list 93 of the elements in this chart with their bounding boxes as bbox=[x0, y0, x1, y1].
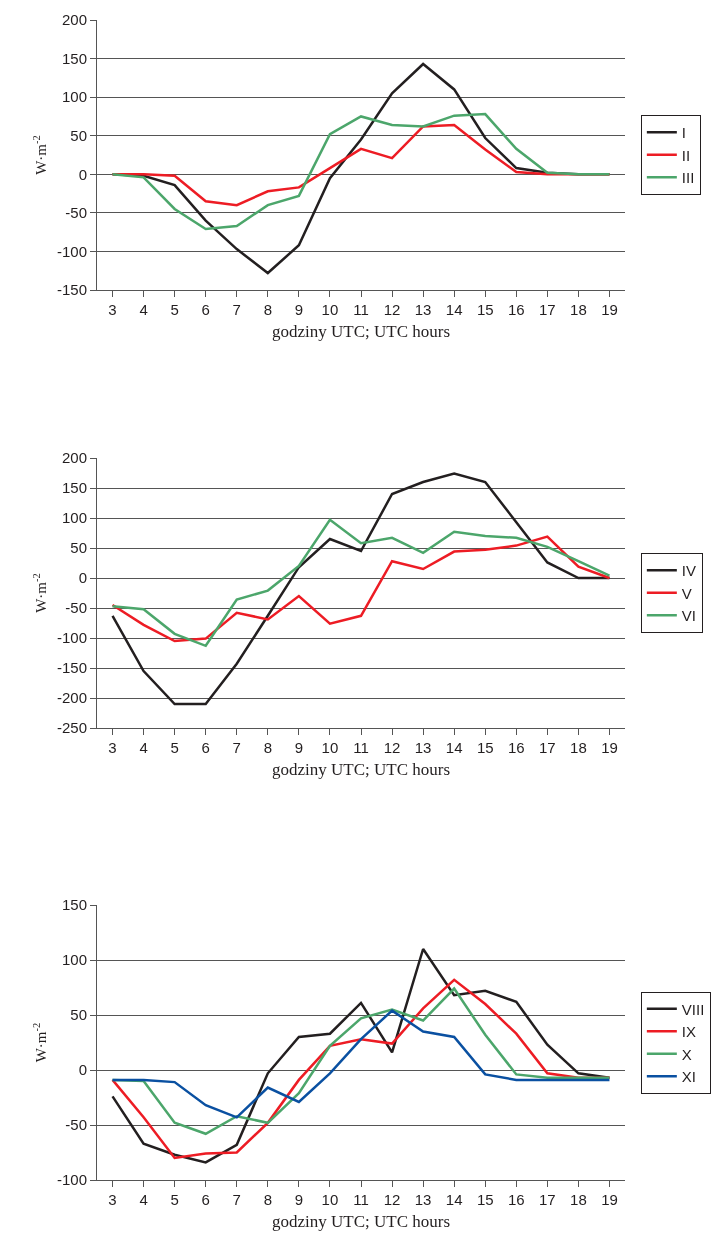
x-tick-label: 18 bbox=[570, 301, 587, 318]
x-tick-label: 5 bbox=[170, 301, 179, 318]
y-tick-label: -150 bbox=[56, 281, 87, 299]
x-tick-label: 12 bbox=[383, 301, 401, 318]
legend-label: IV bbox=[681, 562, 697, 580]
legend-label: V bbox=[681, 584, 692, 602]
line-series bbox=[111, 112, 611, 231]
legend-label: X bbox=[681, 1045, 692, 1063]
x-tick-label: 4 bbox=[139, 1191, 148, 1208]
x-tick-label: 7 bbox=[232, 301, 241, 318]
legend-label: XI bbox=[681, 1068, 697, 1086]
x-tick-label: 13 bbox=[414, 1191, 432, 1208]
legend-label: I bbox=[681, 124, 687, 142]
x-tick-label: 6 bbox=[201, 739, 210, 756]
x-tick-label: 8 bbox=[263, 301, 272, 318]
y-tick-label: 50 bbox=[70, 126, 87, 144]
x-tick-label: 9 bbox=[294, 739, 304, 756]
x-tick-label: 17 bbox=[539, 739, 556, 756]
x-tick-label: 15 bbox=[476, 739, 494, 756]
y-tick-label: 100 bbox=[61, 951, 87, 969]
x-tick-label: 3 bbox=[108, 301, 117, 318]
x-tick-label: 5 bbox=[170, 739, 179, 756]
x-tick-label: 16 bbox=[507, 301, 525, 318]
y-tick-label: 0 bbox=[78, 1061, 87, 1079]
x-tick-label: 3 bbox=[108, 1191, 117, 1208]
y-tick-label: 0 bbox=[78, 165, 87, 183]
legend-label: VI bbox=[681, 607, 697, 625]
y-tick-label: -50 bbox=[65, 1116, 87, 1134]
x-tick-label: 19 bbox=[601, 301, 618, 318]
legend-label: IX bbox=[681, 1023, 697, 1041]
x-tick-label: 18 bbox=[570, 1191, 587, 1208]
y-tick-label: -100 bbox=[56, 1171, 87, 1189]
y-tick-label: 200 bbox=[61, 11, 87, 29]
x-tick-label: 7 bbox=[232, 739, 241, 756]
x-tick-label: 9 bbox=[294, 301, 304, 318]
x-tick-label: 18 bbox=[570, 739, 587, 756]
x-tick-label: 4 bbox=[139, 301, 148, 318]
x-tick-label: 11 bbox=[353, 1191, 369, 1208]
x-tick-label: 5 bbox=[170, 1191, 179, 1208]
legend-label: II bbox=[681, 146, 691, 164]
x-tick-label: 15 bbox=[476, 301, 494, 318]
x-tick-label: 14 bbox=[445, 739, 463, 756]
x-tick-label: 12 bbox=[383, 739, 401, 756]
x-tick-label: 15 bbox=[476, 1191, 494, 1208]
x-tick-label: 13 bbox=[414, 301, 432, 318]
y-tick-label: -50 bbox=[65, 599, 87, 617]
y-tick-label: -100 bbox=[56, 629, 87, 647]
x-axis-title: godziny UTC; UTC hours bbox=[271, 760, 451, 780]
x-tick-label: 17 bbox=[539, 301, 556, 318]
x-tick-label: 3 bbox=[108, 739, 117, 756]
x-tick-label: 6 bbox=[201, 1191, 210, 1208]
x-tick-label: 14 bbox=[445, 301, 463, 318]
y-tick-label: 50 bbox=[70, 539, 87, 557]
x-tick-label: 19 bbox=[601, 739, 618, 756]
y-tick-label: -100 bbox=[56, 242, 87, 260]
x-tick-label: 19 bbox=[601, 1191, 618, 1208]
y-tick-label: 200 bbox=[61, 449, 87, 467]
y-tick-label: -50 bbox=[65, 204, 87, 222]
y-tick-label: 100 bbox=[61, 509, 87, 527]
y-tick-label: 0 bbox=[78, 569, 87, 587]
x-axis-title: godziny UTC; UTC hours bbox=[271, 322, 451, 342]
x-tick-label: 12 bbox=[383, 1191, 401, 1208]
x-tick-label: 11 bbox=[353, 301, 369, 318]
y-tick-label: 150 bbox=[61, 479, 87, 497]
x-tick-label: 11 bbox=[353, 739, 369, 756]
legend-label: VIII bbox=[681, 1000, 705, 1018]
x-tick-label: 7 bbox=[232, 1191, 241, 1208]
y-tick-label: 50 bbox=[70, 1006, 87, 1024]
x-tick-label: 16 bbox=[507, 739, 525, 756]
y-tick-label: -250 bbox=[56, 719, 87, 737]
x-tick-label: 4 bbox=[139, 739, 148, 756]
y-tick-label: -200 bbox=[56, 689, 87, 707]
y-tick-label: -150 bbox=[56, 659, 87, 677]
x-tick-label: 6 bbox=[201, 301, 210, 318]
x-tick-label: 10 bbox=[321, 739, 339, 756]
x-tick-label: 14 bbox=[445, 1191, 463, 1208]
x-tick-label: 10 bbox=[321, 1191, 339, 1208]
y-tick-label: 150 bbox=[61, 49, 87, 67]
x-tick-label: 10 bbox=[321, 301, 339, 318]
x-tick-label: 8 bbox=[263, 1191, 272, 1208]
x-tick-label: 13 bbox=[414, 739, 432, 756]
y-tick-label: 150 bbox=[61, 896, 87, 914]
x-axis-title: godziny UTC; UTC hours bbox=[271, 1212, 451, 1232]
line-series bbox=[111, 947, 611, 1164]
x-tick-label: 17 bbox=[539, 1191, 556, 1208]
x-tick-label: 16 bbox=[507, 1191, 525, 1208]
x-tick-label: 8 bbox=[263, 739, 272, 756]
x-tick-label: 9 bbox=[294, 1191, 304, 1208]
line-series bbox=[111, 1009, 611, 1119]
line-series bbox=[111, 518, 611, 648]
y-tick-label: 100 bbox=[61, 88, 87, 106]
line-series bbox=[111, 535, 611, 643]
legend-label: III bbox=[681, 169, 695, 187]
